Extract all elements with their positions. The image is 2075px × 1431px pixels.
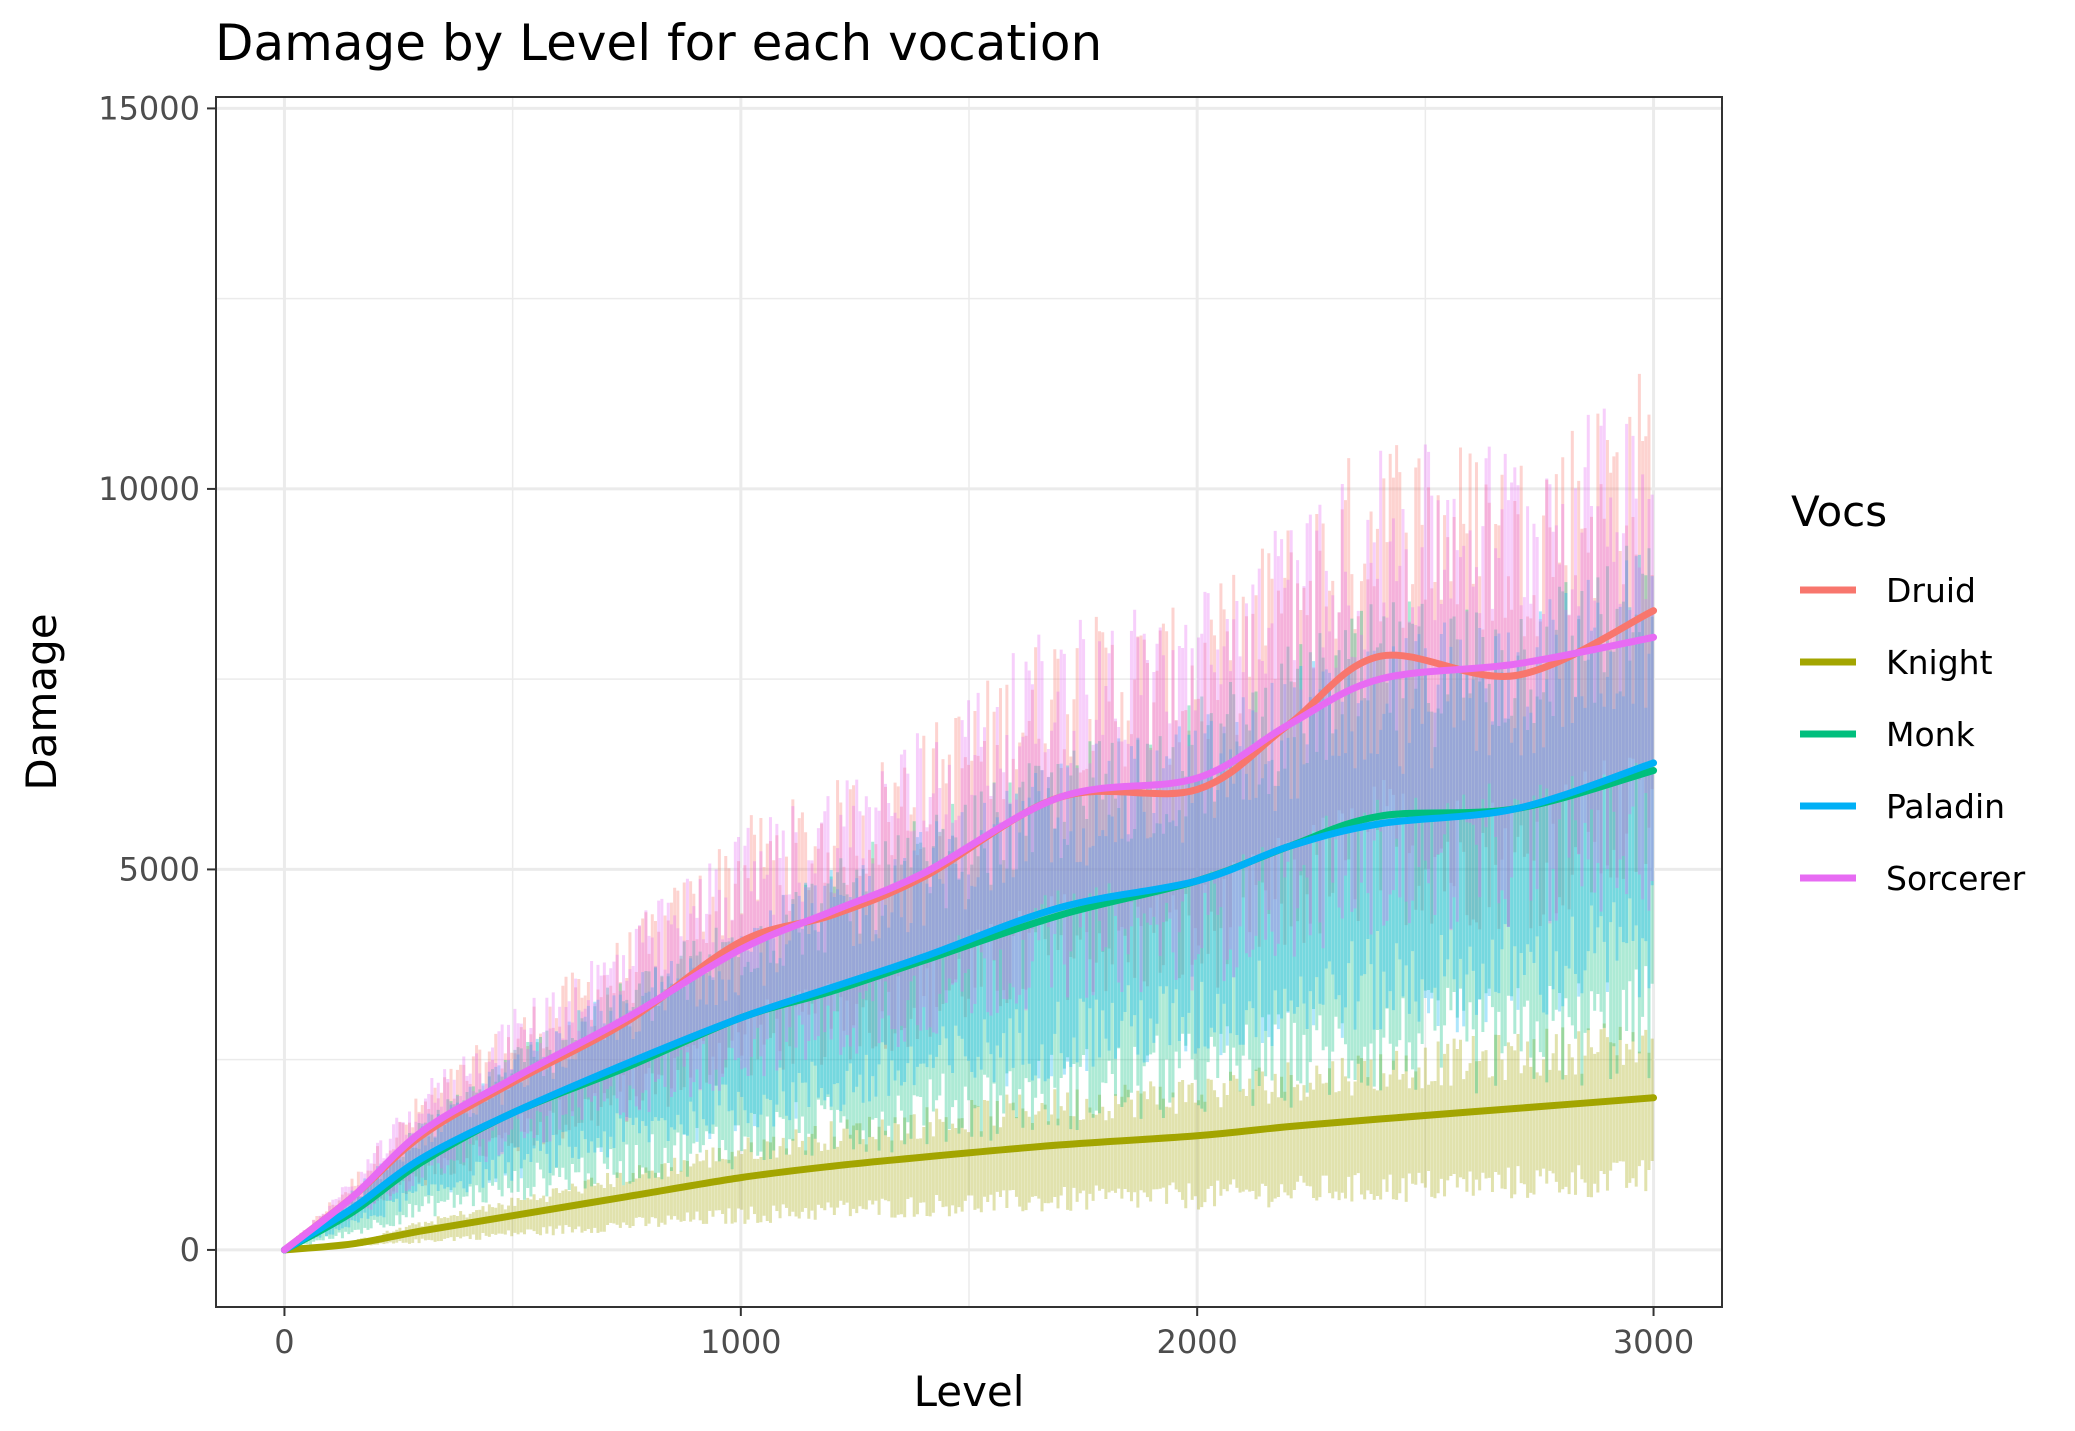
major-gridlines	[216, 97, 1722, 1307]
trend-line-sorcerer	[280, 633, 1658, 1254]
y-axis: 0 5000 10000 15000	[98, 89, 216, 1269]
y-tick-label: 10000	[98, 470, 200, 508]
legend-item-monk: Monk	[1800, 715, 1976, 754]
legend-label: Knight	[1886, 643, 1993, 682]
y-tick-label: 5000	[119, 850, 200, 888]
legend-title: Vocs	[1791, 487, 1887, 536]
legend-item-paladin: Paladin	[1800, 787, 2005, 826]
plot-border	[215, 96, 1723, 1308]
chart-title: Damage by Level for each vocation	[215, 14, 1102, 72]
smoothed-trend-lines	[280, 607, 1658, 1254]
y-axis-title: Damage	[17, 613, 66, 790]
y-tick-label: 0	[180, 1231, 200, 1269]
trend-line-paladin	[280, 759, 1658, 1254]
x-tick-label: 1000	[700, 1323, 781, 1361]
x-tick-label: 0	[274, 1323, 294, 1361]
legend-label: Sorcerer	[1886, 859, 2026, 898]
legend: Vocs Druid Knight Monk Paladin Sorcerer	[1791, 487, 2026, 898]
legend-label: Monk	[1886, 715, 1976, 754]
y-tick-label: 15000	[98, 89, 200, 127]
x-axis: 0 1000 2000 3000	[274, 1307, 1694, 1361]
legend-item-sorcerer: Sorcerer	[1800, 859, 2026, 898]
legend-item-knight: Knight	[1800, 643, 1993, 682]
legend-item-druid: Druid	[1800, 571, 1976, 610]
x-tick-label: 3000	[1613, 1323, 1694, 1361]
x-tick-label: 2000	[1156, 1323, 1237, 1361]
legend-label: Paladin	[1886, 787, 2005, 826]
minor-gridlines	[216, 97, 1722, 1307]
legend-label: Druid	[1886, 571, 1976, 610]
x-axis-title: Level	[914, 1367, 1025, 1416]
trend-line-knight	[280, 1094, 1658, 1254]
